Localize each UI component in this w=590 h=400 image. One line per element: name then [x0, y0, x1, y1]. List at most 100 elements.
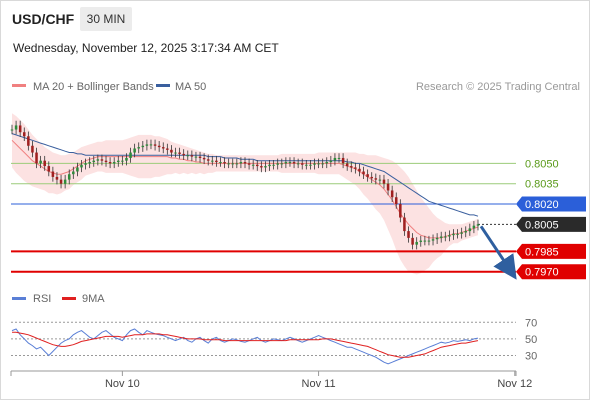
candle-body	[27, 136, 30, 146]
rsi9-legend-label: 9MA	[82, 293, 105, 305]
candle-body	[333, 157, 337, 161]
resistance-label: 0.8035	[525, 179, 559, 191]
candle-body	[149, 144, 153, 146]
candle-body	[227, 163, 230, 165]
candle-body	[358, 168, 361, 172]
candle-body	[178, 152, 181, 154]
candle-body	[370, 176, 373, 179]
candle-body	[382, 179, 386, 184]
candle-body	[235, 163, 239, 165]
candle-body	[448, 235, 451, 237]
rsi-tick-label: 30	[525, 351, 537, 363]
candle-body	[125, 157, 128, 161]
price-legend: MA 20 + Bollinger Bands MA 50 Research ©…	[12, 81, 580, 93]
candle-body	[133, 148, 136, 153]
ma20-legend-label: MA 20 + Bollinger Bands	[33, 81, 154, 93]
candle-body	[472, 225, 476, 229]
source-credit: Research © 2025 Trading Central	[416, 81, 580, 93]
candle-body	[309, 164, 312, 166]
support-label: 0.7970	[525, 267, 559, 279]
candle-body	[354, 167, 357, 169]
ma50-legend-swatch	[156, 84, 170, 87]
candle-body	[313, 163, 316, 165]
candle-body	[219, 162, 222, 164]
candle-body	[161, 147, 165, 149]
candle-body	[386, 183, 390, 191]
candle-body	[255, 164, 259, 167]
candle-body	[423, 240, 427, 242]
candle-body	[47, 166, 51, 172]
candle-body	[88, 162, 91, 164]
candle-body	[427, 240, 431, 242]
candle-body	[468, 228, 472, 232]
candle-body	[419, 240, 423, 242]
candle-body	[129, 152, 132, 158]
candle-body	[415, 241, 418, 245]
candle-body	[435, 237, 439, 240]
candle-body	[76, 167, 79, 172]
candle-body	[92, 160, 96, 163]
support-tag	[516, 243, 586, 259]
rsi-line	[11, 328, 479, 365]
candle-body	[174, 152, 177, 154]
candle-body	[452, 233, 455, 236]
candle-body	[117, 160, 120, 163]
candle-body	[14, 125, 18, 130]
x-tick-label: Nov 10	[105, 378, 140, 390]
candle-body	[243, 162, 247, 164]
candle-body	[100, 159, 104, 161]
candle-body	[96, 159, 100, 161]
price-plot: 0.8050 0.8035 0.8020 0.7985 0.7970 0.8005	[10, 113, 586, 280]
candle-body	[362, 171, 365, 175]
candle-body	[194, 156, 198, 158]
candle-body	[403, 217, 406, 232]
candle-body	[399, 204, 402, 218]
candle-body	[202, 157, 206, 160]
rsi-ma-line	[12, 331, 479, 358]
candle-body	[264, 166, 267, 168]
candle-body	[59, 179, 63, 184]
candle-body	[121, 160, 124, 162]
candle-body	[239, 162, 243, 164]
candle-body	[153, 144, 157, 146]
candle-body	[444, 236, 447, 238]
candle-body	[80, 164, 83, 168]
rsi9-legend-swatch	[62, 297, 76, 300]
candle-body	[108, 162, 112, 164]
candle-body	[374, 178, 378, 180]
candle-body	[166, 148, 169, 150]
candle-body	[157, 145, 161, 148]
candle-body	[345, 163, 349, 167]
candle-body	[460, 232, 463, 234]
candle-body	[317, 163, 320, 165]
candle-body	[337, 157, 341, 159]
candle-body	[292, 162, 296, 164]
datetime-label: Wednesday, November 12, 2025 3:17:34 AM …	[13, 41, 279, 55]
candle-body	[431, 239, 435, 241]
last-price-tag	[516, 216, 586, 232]
candle-body	[251, 164, 255, 166]
candle-body	[260, 166, 263, 168]
candle-body	[464, 231, 468, 233]
candle-body	[231, 163, 235, 165]
ma20-legend-swatch	[12, 84, 26, 87]
last-price-label: 0.8005	[525, 219, 559, 231]
candle-body	[378, 179, 382, 181]
candle-body	[325, 162, 329, 164]
candle-body	[411, 237, 414, 245]
candle-body	[284, 162, 288, 164]
candle-body	[141, 145, 145, 148]
x-tick-label: Nov 11	[302, 378, 336, 390]
pivot-tag	[516, 196, 586, 212]
support-label: 0.7985	[525, 246, 559, 258]
candle-body	[390, 190, 394, 198]
candle-body	[72, 171, 75, 175]
candle-body	[170, 149, 173, 153]
candle-body	[145, 144, 149, 146]
candle-body	[18, 125, 22, 133]
candle-body	[247, 163, 251, 165]
timeframe-button[interactable]: 30 MIN	[80, 7, 132, 31]
bollinger-band	[12, 113, 478, 275]
candle-body	[84, 163, 87, 165]
ma50-legend-label: MA 50	[175, 81, 206, 93]
